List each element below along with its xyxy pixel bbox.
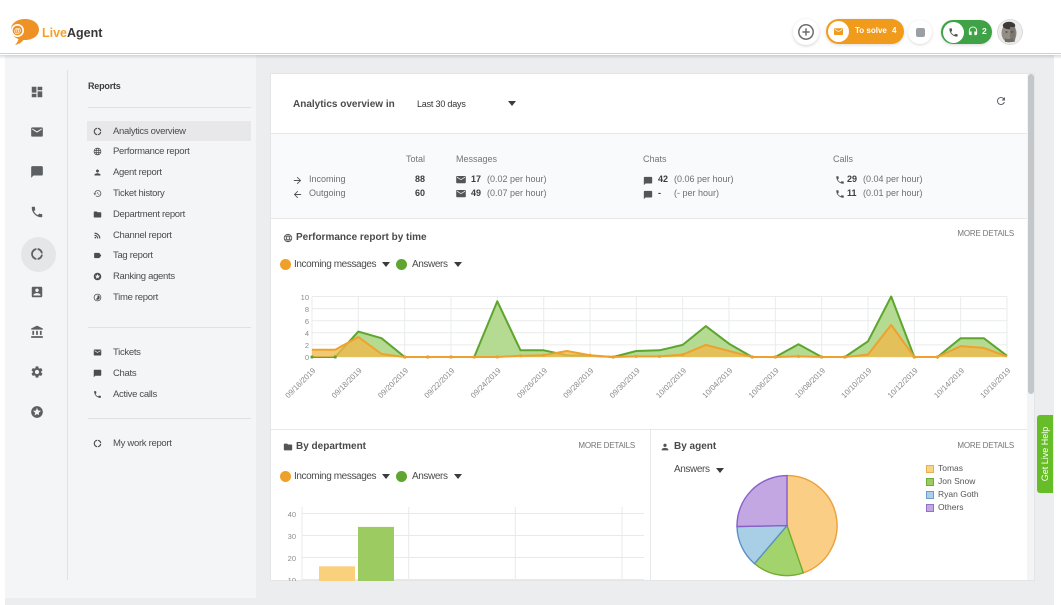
svg-text:6: 6 <box>305 317 309 326</box>
svg-text:10/14/2019: 10/14/2019 <box>932 366 966 400</box>
svg-text:09/26/2019: 09/26/2019 <box>515 366 549 400</box>
svg-text:10/16/2019: 10/16/2019 <box>978 366 1012 400</box>
svg-text:10/06/2019: 10/06/2019 <box>747 366 781 400</box>
svg-text:2: 2 <box>305 341 309 350</box>
svg-text:30: 30 <box>288 532 296 541</box>
svg-text:40: 40 <box>288 510 296 519</box>
svg-text:09/24/2019: 09/24/2019 <box>469 366 503 400</box>
svg-text:10: 10 <box>288 576 296 581</box>
svg-text:09/28/2019: 09/28/2019 <box>561 366 595 400</box>
svg-text:10/12/2019: 10/12/2019 <box>886 366 920 400</box>
svg-text:0: 0 <box>305 353 309 362</box>
svg-text:4: 4 <box>305 329 309 338</box>
svg-text:LiveAgent: LiveAgent <box>42 26 103 40</box>
svg-text:09/30/2019: 09/30/2019 <box>608 366 642 400</box>
svg-text:10/02/2019: 10/02/2019 <box>654 366 688 400</box>
svg-text:8: 8 <box>305 305 309 314</box>
svg-text:10/10/2019: 10/10/2019 <box>839 366 873 400</box>
svg-text:09/20/2019: 09/20/2019 <box>376 366 410 400</box>
svg-text:10: 10 <box>301 293 309 302</box>
svg-text:09/18/2019: 09/18/2019 <box>330 366 364 400</box>
svg-text:10/04/2019: 10/04/2019 <box>700 366 734 400</box>
svg-text:09/16/2019: 09/16/2019 <box>283 366 317 400</box>
svg-text:09/22/2019: 09/22/2019 <box>422 366 456 400</box>
svg-text:@: @ <box>14 26 21 35</box>
svg-text:20: 20 <box>288 554 296 563</box>
svg-text:10/08/2019: 10/08/2019 <box>793 366 827 400</box>
